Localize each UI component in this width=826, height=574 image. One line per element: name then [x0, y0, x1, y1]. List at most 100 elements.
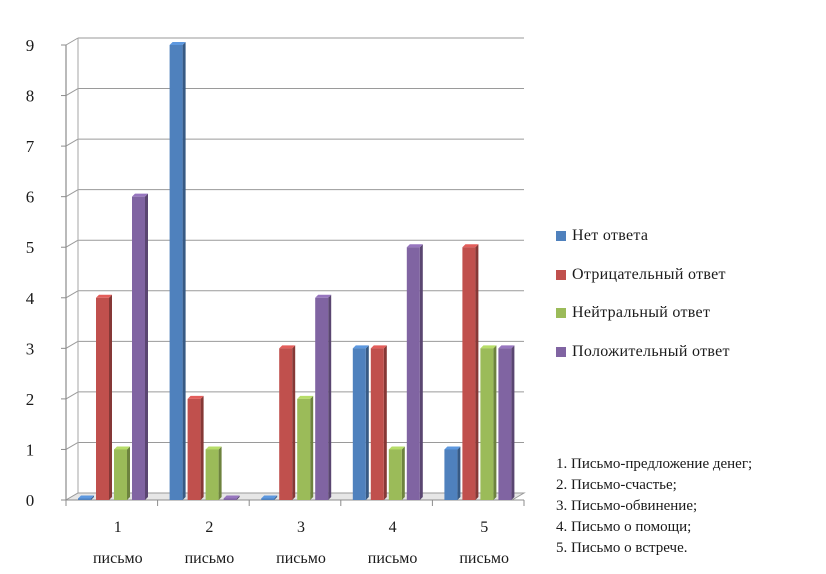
bar-front: [96, 297, 109, 500]
bar-top: [370, 345, 387, 349]
bar-front: [297, 398, 311, 500]
y-tick-label: 1: [26, 440, 35, 459]
grid-layer: [65, 37, 524, 501]
bar-side: [457, 446, 461, 500]
bar-3-2: [279, 345, 296, 500]
bar-top: [223, 495, 240, 499]
legend-swatch-neutral: [556, 308, 566, 318]
y-tick-label: 5: [26, 238, 35, 257]
bar-side: [109, 294, 112, 500]
bar-front: [444, 449, 458, 500]
legend-item-neutral: Нейтральный ответ: [556, 303, 826, 323]
x-category-word: письмо: [185, 550, 235, 567]
bar-2-2: [187, 395, 204, 500]
bars-layer: [78, 42, 515, 500]
note-line-2: 2. Письмо-счастье;: [556, 477, 677, 493]
bar-top: [261, 495, 278, 499]
legend-swatch-no-answer: [556, 231, 566, 241]
legend-item-negative: Отрицательный ответ: [556, 265, 826, 285]
x-category-labels: 1 письмо 2 письмо 3 письмо 4 письмо 5 письмо: [93, 519, 509, 567]
note-line-5: 5. Письмо о встрече.: [556, 540, 688, 556]
bar-top: [462, 244, 479, 248]
bar-front: [205, 449, 219, 500]
bar-top: [169, 42, 186, 45]
y-tick-label: 3: [26, 339, 35, 358]
bar-1-2: [96, 294, 112, 500]
bar-front: [279, 348, 293, 500]
bar-top: [205, 446, 222, 450]
y-tick-label: 7: [26, 137, 35, 156]
bar-4-3: [388, 446, 405, 500]
bar-top: [279, 345, 296, 349]
gridline-connector: [65, 88, 79, 96]
bar-1-3: [114, 446, 130, 500]
x-category-number: 3: [297, 519, 305, 536]
bar-side: [145, 193, 148, 500]
y-tick-label: 9: [26, 36, 35, 55]
bar-side: [310, 395, 314, 500]
bar-top: [388, 446, 405, 450]
gridline-connector: [65, 239, 79, 248]
bar-2-4: [223, 495, 240, 500]
bar-top: [78, 495, 94, 499]
bar-side: [218, 446, 222, 500]
bar-side: [383, 345, 387, 500]
gridline-connector: [65, 138, 79, 147]
bar-side: [200, 395, 204, 500]
legend-label-positive: Положительный ответ: [572, 342, 730, 360]
x-category-number: 2: [205, 519, 213, 536]
legend-swatch-negative: [556, 269, 566, 280]
bar-side: [493, 345, 497, 500]
gridline-connector: [65, 37, 79, 46]
bar-2-3: [205, 446, 222, 500]
bar-front: [406, 247, 420, 500]
bar-top: [297, 395, 314, 399]
bar-front: [462, 247, 476, 500]
bar-1-1: [78, 495, 94, 500]
bar-front: [261, 498, 275, 500]
bar-front: [352, 348, 366, 500]
note-line-1: 1. Письмо-предложение денег;: [556, 456, 753, 472]
bar-4-1: [352, 345, 369, 500]
bar-side: [127, 446, 130, 500]
bar-3-1: [261, 495, 278, 500]
bar-1-4: [132, 193, 148, 500]
bar-front: [78, 498, 91, 500]
bar-front: [315, 297, 329, 500]
bar-3-4: [315, 294, 332, 500]
bar-top: [114, 446, 130, 450]
bar-side: [91, 495, 94, 500]
x-category-number: 1: [114, 519, 122, 536]
bar-front: [187, 398, 201, 500]
bar-front: [498, 348, 512, 500]
gridline-connector: [65, 189, 79, 198]
bar-top: [96, 294, 112, 298]
chart-legend: Нет ответа Отрицательный ответ Нейтральн…: [556, 226, 826, 380]
gridline-connector: [65, 290, 79, 299]
bar-top: [498, 345, 515, 349]
bar-front: [223, 498, 237, 500]
category-notes: 1. Письмо-предложение денег; 2. Письмо-с…: [556, 454, 826, 559]
gridline-connector: [65, 442, 79, 450]
bar-top: [480, 345, 497, 349]
bar-5-2: [462, 244, 479, 500]
note-line-4: 4. Письмо о помощи;: [556, 519, 692, 535]
legend-label-neutral: Нейтральный ответ: [572, 304, 711, 321]
legend-item-positive: Положительный ответ: [556, 342, 826, 362]
bar-front: [132, 196, 145, 500]
legend-label-negative: Отрицательный ответ: [572, 265, 726, 283]
bar-top: [406, 244, 423, 248]
bar-side: [274, 495, 278, 500]
y-tick-label: 8: [26, 87, 35, 106]
y-tick-labels: 0 1 2 3 4 5 6 7 8 9: [26, 36, 35, 510]
bar-side: [328, 294, 332, 500]
x-category-word: письмо: [276, 550, 326, 567]
bar-top: [315, 294, 332, 298]
bar-4-2: [370, 345, 387, 500]
bar-5-4: [498, 345, 515, 500]
y-tick-label: 2: [26, 390, 35, 409]
legend-item-no-answer: Нет ответа: [556, 226, 826, 246]
y-tick-label: 4: [26, 289, 35, 308]
bar-side: [182, 42, 186, 500]
